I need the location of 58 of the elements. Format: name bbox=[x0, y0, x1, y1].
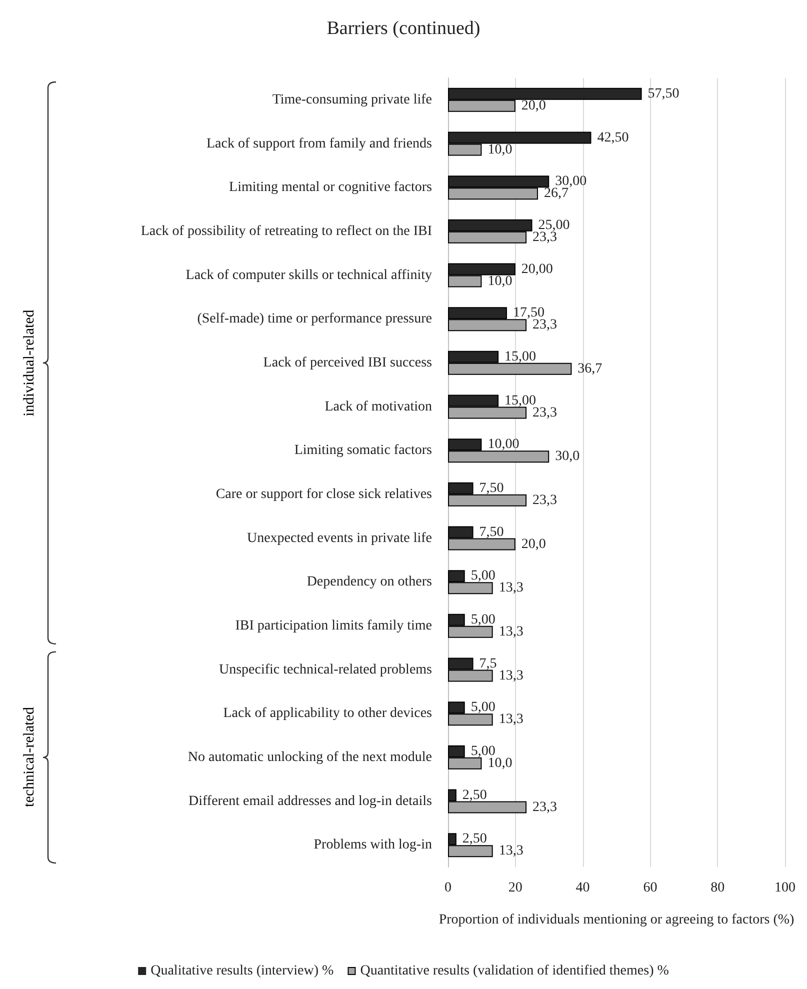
y-tick-label: Lack of possibility of retreating to reflect on the IBI bbox=[140, 224, 432, 239]
data-label: 13,3 bbox=[498, 624, 524, 640]
data-label: 10,0 bbox=[488, 142, 512, 158]
x-tick-label: 80 bbox=[710, 880, 725, 896]
x-tick-label: 0 bbox=[444, 880, 452, 896]
y-tick-label: Unexpected events in private life bbox=[246, 530, 432, 546]
data-label: 10,0 bbox=[488, 274, 512, 289]
data-label: 13,3 bbox=[498, 668, 524, 684]
data-label: 23,3 bbox=[532, 318, 558, 333]
data-label: 10,00 bbox=[488, 437, 520, 452]
text: technical-related bbox=[22, 707, 38, 808]
data-label: 23,3 bbox=[532, 800, 558, 815]
data-label: 5,00 bbox=[470, 612, 496, 628]
y-tick-label: Unspecific technical-related problems bbox=[218, 662, 432, 678]
y-tick-label: IBI participation limits family time bbox=[235, 618, 432, 634]
data-label: 20,0 bbox=[521, 98, 546, 114]
data-label: 42,50 bbox=[597, 130, 629, 146]
y-tick-label: Lack of support from family and friends bbox=[206, 136, 432, 152]
data-label: 20,00 bbox=[521, 262, 553, 277]
data-label: 5,00 bbox=[470, 568, 496, 584]
data-label: 2,50 bbox=[462, 832, 487, 847]
y-tick-label: Problems with log-in bbox=[314, 838, 432, 853]
data-label: 15,00 bbox=[504, 349, 536, 364]
y-tick-label: Limiting somatic factors bbox=[294, 443, 432, 458]
legend-label: Quantitative results (validation of identified themes) % bbox=[360, 964, 670, 978]
x-tick-label: 20 bbox=[508, 880, 522, 896]
data-label: 30,0 bbox=[555, 449, 580, 464]
legend-label: Qualitative results (interview) % bbox=[150, 964, 334, 978]
data-label: 7,50 bbox=[479, 480, 504, 496]
data-label: 23,3 bbox=[532, 492, 558, 508]
text: individual-related bbox=[22, 310, 38, 416]
y-tick-label: Different email addresses and log-in details bbox=[188, 794, 432, 809]
data-label: 13,3 bbox=[498, 580, 524, 596]
x-axis-title: Proportion of individuals mentioning or agreeing to factors (%) bbox=[438, 912, 795, 928]
data-label: 2,50 bbox=[462, 788, 487, 803]
y-tick-label: Lack of motivation bbox=[324, 399, 432, 414]
y-tick-label: (Self-made) time or performance pressure bbox=[197, 312, 432, 327]
y-tick-label: Care or support for close sick relatives bbox=[216, 486, 432, 502]
chart-title: Barriers (continued) bbox=[326, 18, 480, 39]
y-tick-label: No automatic unlocking of the next module bbox=[188, 750, 432, 765]
data-label: 7,50 bbox=[479, 524, 504, 540]
x-tick-label: 40 bbox=[576, 880, 590, 896]
data-label: 13,3 bbox=[498, 844, 524, 859]
data-label: 5,00 bbox=[470, 700, 496, 716]
data-label: 57,50 bbox=[648, 86, 680, 102]
data-label: 20,0 bbox=[521, 536, 546, 552]
y-tick-label: Limiting mental or cognitive factors bbox=[229, 180, 432, 196]
x-tick-label: 60 bbox=[643, 880, 658, 896]
data-label: 7,5 bbox=[479, 656, 497, 672]
data-label: 26,7 bbox=[544, 186, 568, 202]
y-tick-label: Lack of perceived IBI success bbox=[263, 355, 432, 370]
y-tick-label: Lack of computer skills or technical affinity bbox=[186, 268, 432, 283]
data-label: 13,3 bbox=[498, 712, 524, 728]
data-label: 36,7 bbox=[578, 361, 602, 376]
y-tick-label: Dependency on others bbox=[306, 574, 432, 590]
x-tick-label: 100 bbox=[774, 880, 796, 896]
y-tick-label: Lack of applicability to other devices bbox=[223, 706, 432, 722]
y-tick-label: Time-consuming private life bbox=[272, 92, 432, 108]
